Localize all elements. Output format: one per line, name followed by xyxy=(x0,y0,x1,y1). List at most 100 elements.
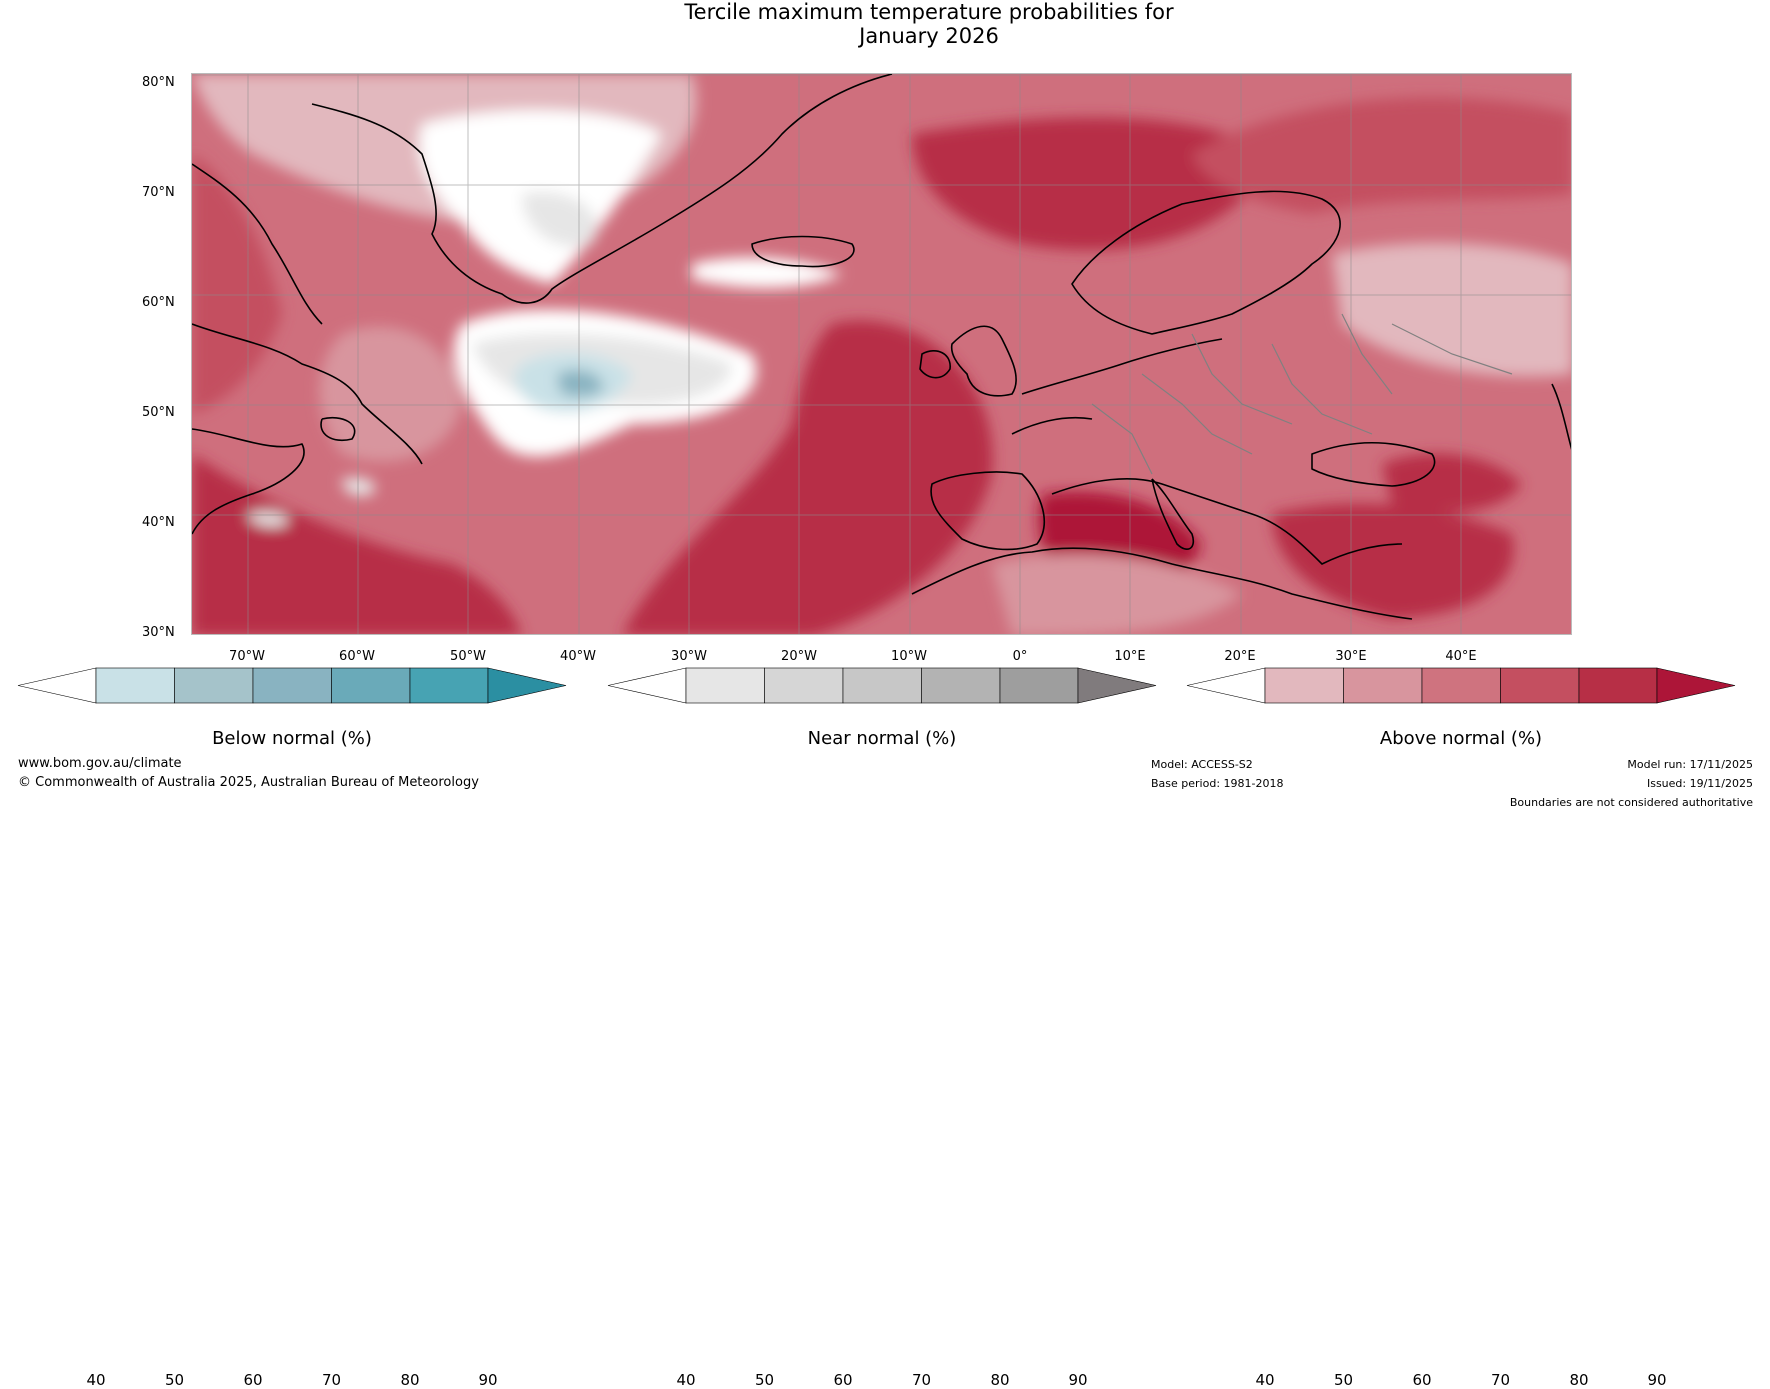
above-normal-80-90-region xyxy=(192,454,522,634)
lat-label-80n: 80°N xyxy=(142,75,175,90)
cbar-near-seg-80-90 xyxy=(999,667,1079,704)
italy-coastline xyxy=(1151,478,1195,550)
ireland-coastline xyxy=(919,350,951,379)
probability-field xyxy=(192,74,1571,634)
colorbar-above-normal-graphic xyxy=(1186,667,1736,704)
lon-label-50w: 50°W xyxy=(450,649,486,664)
graticule xyxy=(192,74,1571,634)
colorbar-near-normal: 40 50 60 70 80 90 xyxy=(607,667,1157,1389)
europe-coastline xyxy=(930,338,1223,551)
below-normal-region xyxy=(557,369,604,397)
cbar-above-tick-40: 40 xyxy=(1255,1371,1275,1389)
lon-label-30e: 30°E xyxy=(1335,649,1367,664)
cbar-above-seg-70-80 xyxy=(1500,667,1580,704)
cbar-near-extend-high xyxy=(1077,667,1157,704)
cbar-near-seg-60-70 xyxy=(842,667,922,704)
colorbar-below-normal: 40 50 60 70 80 90 xyxy=(17,667,567,1389)
above-normal-80-90-region xyxy=(192,154,282,414)
baffin-coastline xyxy=(192,163,323,325)
cbar-above-tick-50: 50 xyxy=(1333,1371,1354,1389)
cbar-near-tick-80: 80 xyxy=(990,1371,1010,1389)
country-border xyxy=(1091,313,1513,475)
cbar-below-seg-60-70 xyxy=(252,667,332,704)
lon-label-0: 0° xyxy=(1012,649,1028,664)
cbar-above-seg-50-60 xyxy=(1343,667,1423,704)
boundaries-disclaimer: Boundaries are not considered authoritat… xyxy=(1509,796,1753,809)
cbar-above-extend-high xyxy=(1656,667,1736,704)
lat-label-30n: 30°N xyxy=(142,625,175,640)
near-normal-region xyxy=(342,477,376,496)
above-normal-80-90-region xyxy=(1192,97,1571,214)
model-name: Model: ACCESS-S2 xyxy=(1151,758,1253,771)
scandinavia-coastline xyxy=(1071,190,1341,335)
cbar-near-seg-70-80 xyxy=(921,667,1001,704)
colorbar-near-normal-label: Near normal (%) xyxy=(807,728,957,749)
iceland-coastline xyxy=(751,235,855,268)
cbar-below-tick-50: 50 xyxy=(164,1371,185,1389)
cbar-near-extend-low xyxy=(607,667,687,704)
cbar-above-tick-60: 60 xyxy=(1412,1371,1432,1389)
north-america-coastline xyxy=(192,428,305,535)
cbar-near-seg-40-50 xyxy=(685,667,765,704)
cbar-below-seg-80-90 xyxy=(409,667,489,704)
colorbar-below-normal-graphic xyxy=(17,667,567,704)
near-normal-region xyxy=(247,512,288,527)
base-period: Base period: 1981-2018 xyxy=(1151,777,1284,790)
cbar-below-seg-40-50 xyxy=(95,667,175,704)
lon-label-20w: 20°W xyxy=(781,649,817,664)
lat-label-40n: 40°N xyxy=(142,515,175,530)
colorbar-above-normal-label: Above normal (%) xyxy=(1379,728,1543,749)
cbar-below-tick-80: 80 xyxy=(400,1371,420,1389)
map-canvas xyxy=(192,74,1571,634)
lon-label-10w: 10°W xyxy=(891,649,927,664)
issued-date: Issued: 19/11/2025 xyxy=(1646,777,1753,790)
chart-title: Tercile maximum temperature probabilitie… xyxy=(0,0,1770,48)
lon-label-70w: 70°W xyxy=(229,649,265,664)
lat-label-70n: 70°N xyxy=(142,185,175,200)
cbar-below-tick-70: 70 xyxy=(321,1371,342,1389)
above-normal-40-50-region xyxy=(1332,243,1571,377)
lon-label-40w: 40°W xyxy=(560,649,596,664)
above-normal-80-90-region xyxy=(1382,453,1522,513)
lon-label-10e: 10°E xyxy=(1114,649,1146,664)
cbar-above-tick-80: 80 xyxy=(1569,1371,1589,1389)
cbar-near-seg-50-60 xyxy=(764,667,844,704)
cbar-below-tick-90: 90 xyxy=(478,1371,498,1389)
cbar-below-tick-40: 40 xyxy=(86,1371,106,1389)
colorbar-below-normal-label: Below normal (%) xyxy=(212,728,372,749)
political-borders xyxy=(1091,313,1513,475)
mediterranean-coastline xyxy=(1051,478,1403,565)
colorbar-above-normal: 40 50 60 70 80 90 xyxy=(1186,667,1736,1389)
cbar-below-tick-60: 60 xyxy=(243,1371,263,1389)
cbar-near-tick-50: 50 xyxy=(754,1371,775,1389)
above-normal-80-90-region xyxy=(1272,503,1514,619)
above-normal-40-50-region xyxy=(319,326,462,462)
above-normal-40-50-region xyxy=(992,554,1242,634)
cbar-near-tick-90: 90 xyxy=(1068,1371,1088,1389)
britain-coastline xyxy=(950,325,1017,397)
cbar-near-tick-70: 70 xyxy=(911,1371,932,1389)
caspian-coastline xyxy=(1551,383,1571,450)
cbar-above-tick-70: 70 xyxy=(1490,1371,1511,1389)
website-link[interactable]: www.bom.gov.au/climate xyxy=(18,756,182,771)
cbar-above-seg-40-50 xyxy=(1264,667,1344,704)
near-normal-region xyxy=(522,192,598,247)
greenland-coastline xyxy=(311,74,893,304)
cbar-below-extend-low xyxy=(17,667,97,704)
cbar-near-tick-40: 40 xyxy=(676,1371,696,1389)
lon-label-30w: 30°W xyxy=(671,649,707,664)
labrador-coastline xyxy=(192,323,423,465)
africa-coastline xyxy=(911,547,1413,620)
black-sea-coastline xyxy=(1311,441,1436,487)
above-normal-80-90-region xyxy=(912,117,1272,250)
colorbar-near-normal-graphic xyxy=(607,667,1157,704)
cbar-above-tick-90: 90 xyxy=(1647,1371,1667,1389)
cbar-above-extend-low xyxy=(1186,667,1266,704)
cbar-above-seg-60-70 xyxy=(1421,667,1501,704)
chart-title-line1: Tercile maximum temperature probabilitie… xyxy=(684,0,1174,24)
near-normal-region xyxy=(692,257,842,289)
cbar-below-seg-70-80 xyxy=(331,667,411,704)
chart-title-line2: January 2026 xyxy=(859,24,999,48)
lon-label-60w: 60°W xyxy=(339,649,375,664)
cbar-near-tick-60: 60 xyxy=(833,1371,853,1389)
